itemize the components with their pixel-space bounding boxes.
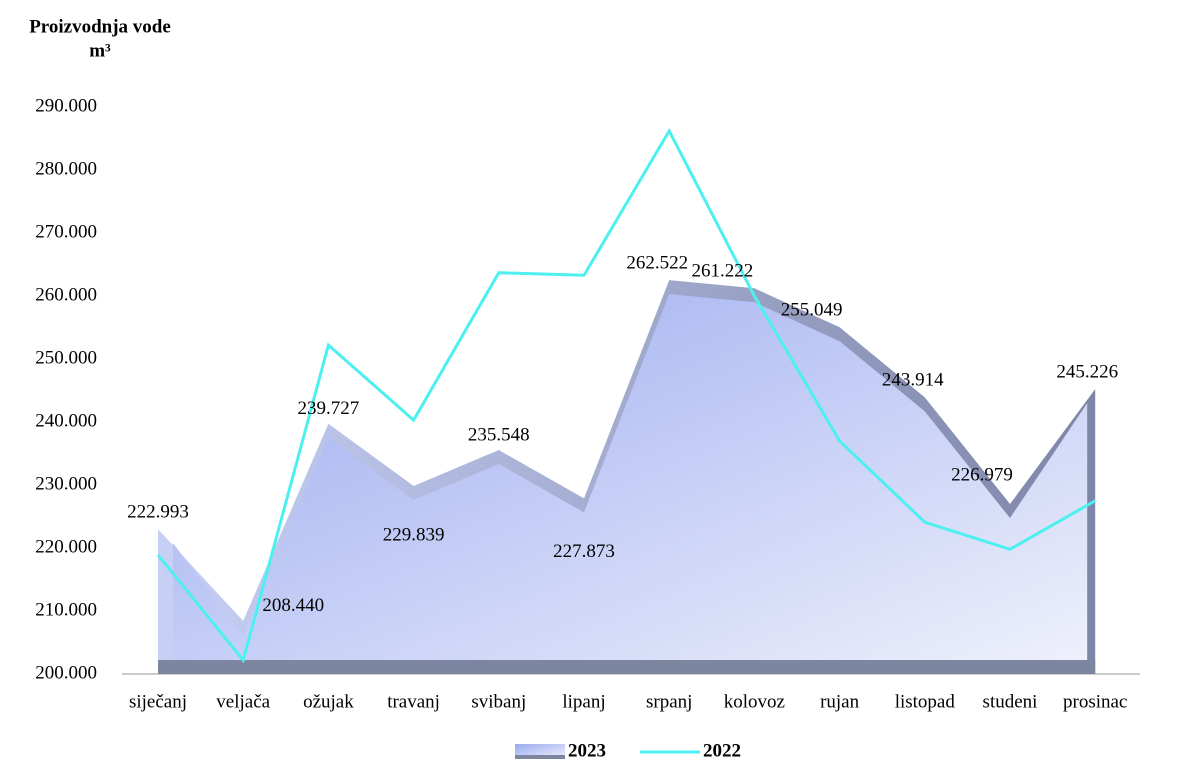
- x-tick-label: siječanj: [129, 691, 187, 712]
- legend-label: 2023: [568, 740, 606, 761]
- x-tick-label: travanj: [387, 691, 440, 712]
- data-label: 262.522: [626, 252, 688, 273]
- y-tick-label: 280.000: [35, 158, 97, 179]
- y-tick-label: 210.000: [35, 599, 97, 620]
- chart-title: Proizvodnja vode: [29, 16, 171, 37]
- x-tick-label: listopad: [895, 691, 956, 712]
- x-tick-label: ožujak: [303, 691, 354, 712]
- y-tick-label: 260.000: [35, 284, 97, 305]
- data-label: 255.049: [781, 300, 843, 321]
- data-label: 229.839: [383, 524, 445, 545]
- area-base: [158, 660, 1096, 674]
- data-label: 227.873: [553, 541, 615, 562]
- line: [156, 127, 1096, 664]
- x-tick-label: lipanj: [562, 691, 605, 712]
- legend-swatch-base: [515, 755, 565, 759]
- x-tick-label: prosinac: [1063, 691, 1127, 712]
- area: [173, 294, 1088, 660]
- data-label: 222.993: [127, 502, 189, 523]
- data-label: 261.222: [692, 261, 754, 282]
- data-label: 243.914: [882, 370, 944, 391]
- x-tick-label: srpanj: [646, 691, 692, 712]
- x-tick-label: veljača: [216, 691, 270, 712]
- y-tick-label: 230.000: [35, 473, 97, 494]
- data-label: 235.548: [468, 424, 530, 445]
- x-tick-label: kolovoz: [724, 691, 785, 712]
- y-tick-label: 220.000: [35, 536, 97, 557]
- y-tick-label: 270.000: [35, 221, 97, 242]
- data-label: 208.440: [262, 595, 324, 616]
- y-tick-label: 200.000: [35, 662, 97, 683]
- x-tick-label: studeni: [983, 691, 1038, 712]
- data-label: 239.727: [298, 398, 360, 419]
- data-label: 226.979: [951, 464, 1013, 485]
- x-tick-label: svibanj: [471, 691, 526, 712]
- legend-swatch: [515, 744, 565, 758]
- y-tick-label: 250.000: [35, 347, 97, 368]
- unit-label: m³: [89, 40, 111, 61]
- y-tick-label: 240.000: [35, 410, 97, 431]
- x-tick-label: rujan: [820, 691, 860, 712]
- data-label: 245.226: [1056, 361, 1118, 382]
- y-tick-label: 290.000: [35, 95, 97, 116]
- legend-label: 2022: [703, 740, 741, 761]
